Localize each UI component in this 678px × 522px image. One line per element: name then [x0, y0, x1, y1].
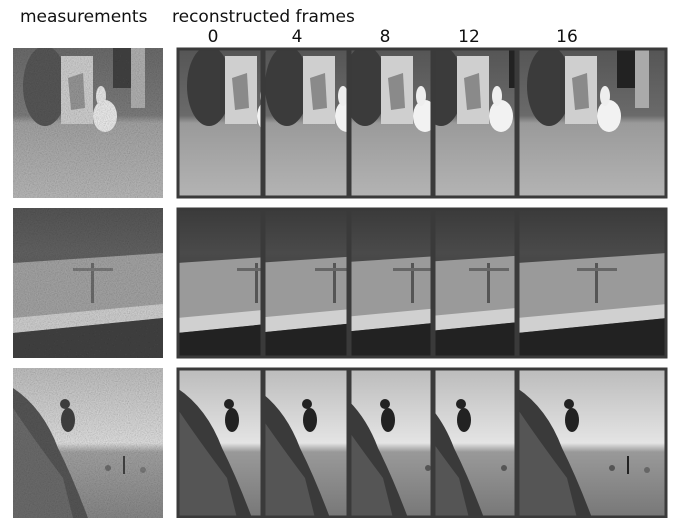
scene: [517, 46, 667, 198]
measurement-image: [13, 208, 163, 358]
scene: [13, 208, 163, 358]
measurement-image: [13, 46, 163, 198]
reconstructed-frame: [517, 46, 667, 198]
scene: [517, 368, 667, 518]
page: measurements reconstructed frames 0 4 8 …: [0, 0, 678, 518]
frame-label: 16: [556, 27, 578, 47]
column-title: reconstructed frames: [172, 7, 355, 27]
scene: [13, 46, 163, 198]
frame-label: 8: [380, 27, 391, 47]
frame-label: 0: [208, 27, 219, 47]
reconstructed-frame: [517, 368, 667, 518]
column-title: measurements: [20, 7, 148, 27]
reconstructed-frame: [517, 208, 667, 358]
scene: [517, 208, 667, 358]
frame-label: 4: [292, 27, 303, 47]
measurement-image: [13, 368, 163, 518]
frame-label: 12: [458, 27, 480, 47]
scene: [13, 368, 163, 518]
figure: measurements reconstructed frames 0 4 8 …: [0, 0, 678, 518]
